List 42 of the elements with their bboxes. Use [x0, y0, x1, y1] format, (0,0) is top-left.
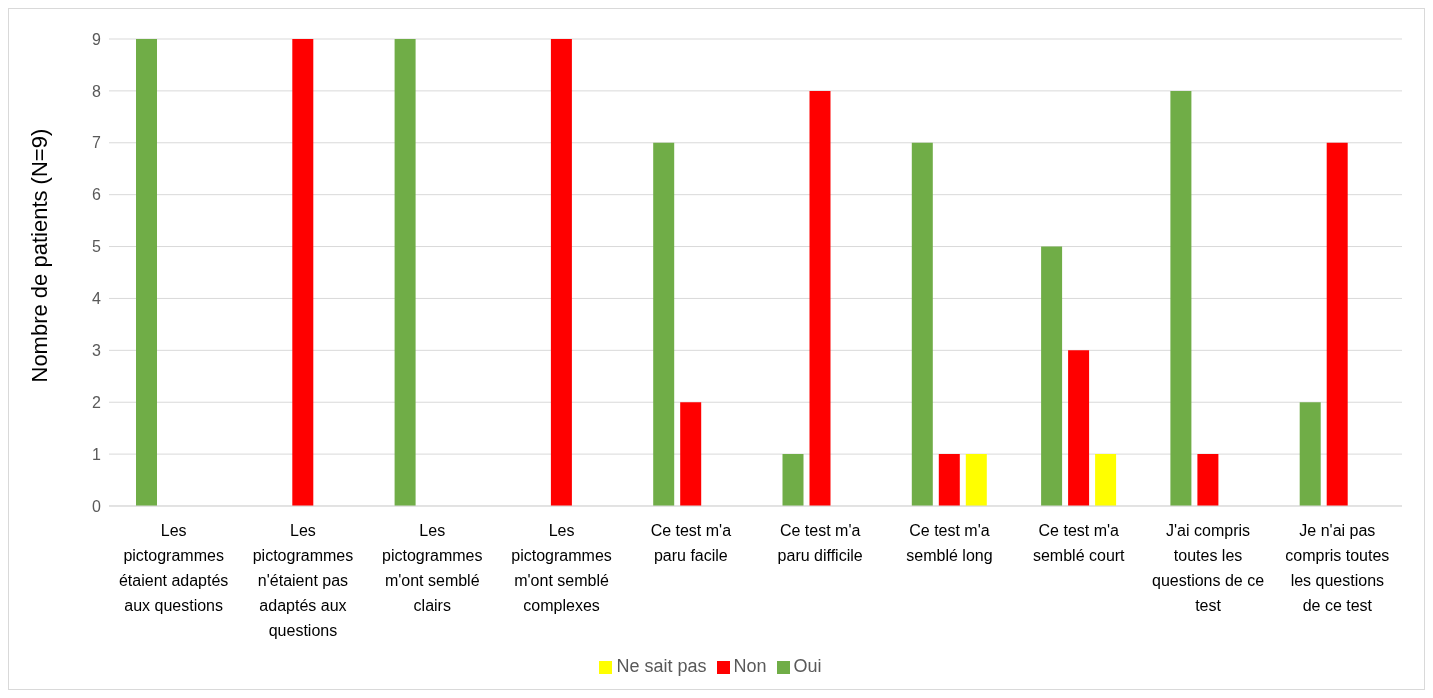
- x-tick-label: Je n'ai pas compris toutes les questions de ce test: [1285, 522, 1390, 614]
- y-tick-label: 6: [92, 186, 102, 204]
- bar: [782, 454, 804, 506]
- x-tick-label: Les pictogrammes étaient adaptés aux questions: [118, 522, 229, 614]
- x-tick-label: Les pictogrammes m'ont semblé complexes: [511, 522, 612, 614]
- y-tick-label: 9: [92, 30, 102, 48]
- y-tick-label: 7: [92, 134, 102, 152]
- y-axis-title: Nombre de patients (N=9): [26, 128, 52, 383]
- y-tick-label: 3: [92, 342, 102, 360]
- bar: [680, 402, 702, 506]
- y-tick-label: 8: [92, 82, 102, 100]
- x-tick-label: Ce test m'a semblé long: [906, 522, 993, 564]
- y-tick-label: 0: [92, 497, 102, 515]
- x-tick-label: J'ai compris toutes les questions de ce test: [1152, 522, 1265, 614]
- x-tick-label: Ce test m'a semblé court: [1032, 522, 1126, 564]
- x-tick-label: Ce test m'a paru facile: [650, 522, 732, 564]
- bar: [1170, 90, 1192, 506]
- bar: [653, 142, 675, 506]
- legend-label: Non: [733, 656, 767, 676]
- legend-label: Ne sait pas: [616, 656, 707, 676]
- y-tick-label: 2: [92, 393, 102, 411]
- bar: [809, 90, 831, 506]
- y-tick-label: 4: [92, 290, 102, 308]
- bar: [136, 39, 157, 506]
- bar: [1041, 246, 1063, 506]
- bar: [292, 39, 314, 506]
- bar: [394, 39, 416, 506]
- bar: [1095, 454, 1117, 506]
- bar: [1068, 350, 1090, 506]
- x-tick-label: Ce test m'a paru difficile: [777, 522, 863, 564]
- bar: [550, 39, 572, 506]
- bar: [1299, 402, 1321, 506]
- bar: [1197, 454, 1219, 506]
- y-tick-label: 5: [92, 238, 102, 256]
- bar: [1326, 142, 1348, 506]
- bar: [911, 142, 933, 506]
- legend-label: Oui: [793, 656, 822, 676]
- bar: [965, 454, 987, 506]
- x-tick-label: Les pictogrammes n'étaient pas adaptés aux questions: [252, 522, 354, 639]
- x-tick-label: Les pictogrammes m'ont semblé clairs: [382, 522, 483, 614]
- bar: [938, 454, 960, 506]
- y-tick-label: 1: [92, 445, 102, 463]
